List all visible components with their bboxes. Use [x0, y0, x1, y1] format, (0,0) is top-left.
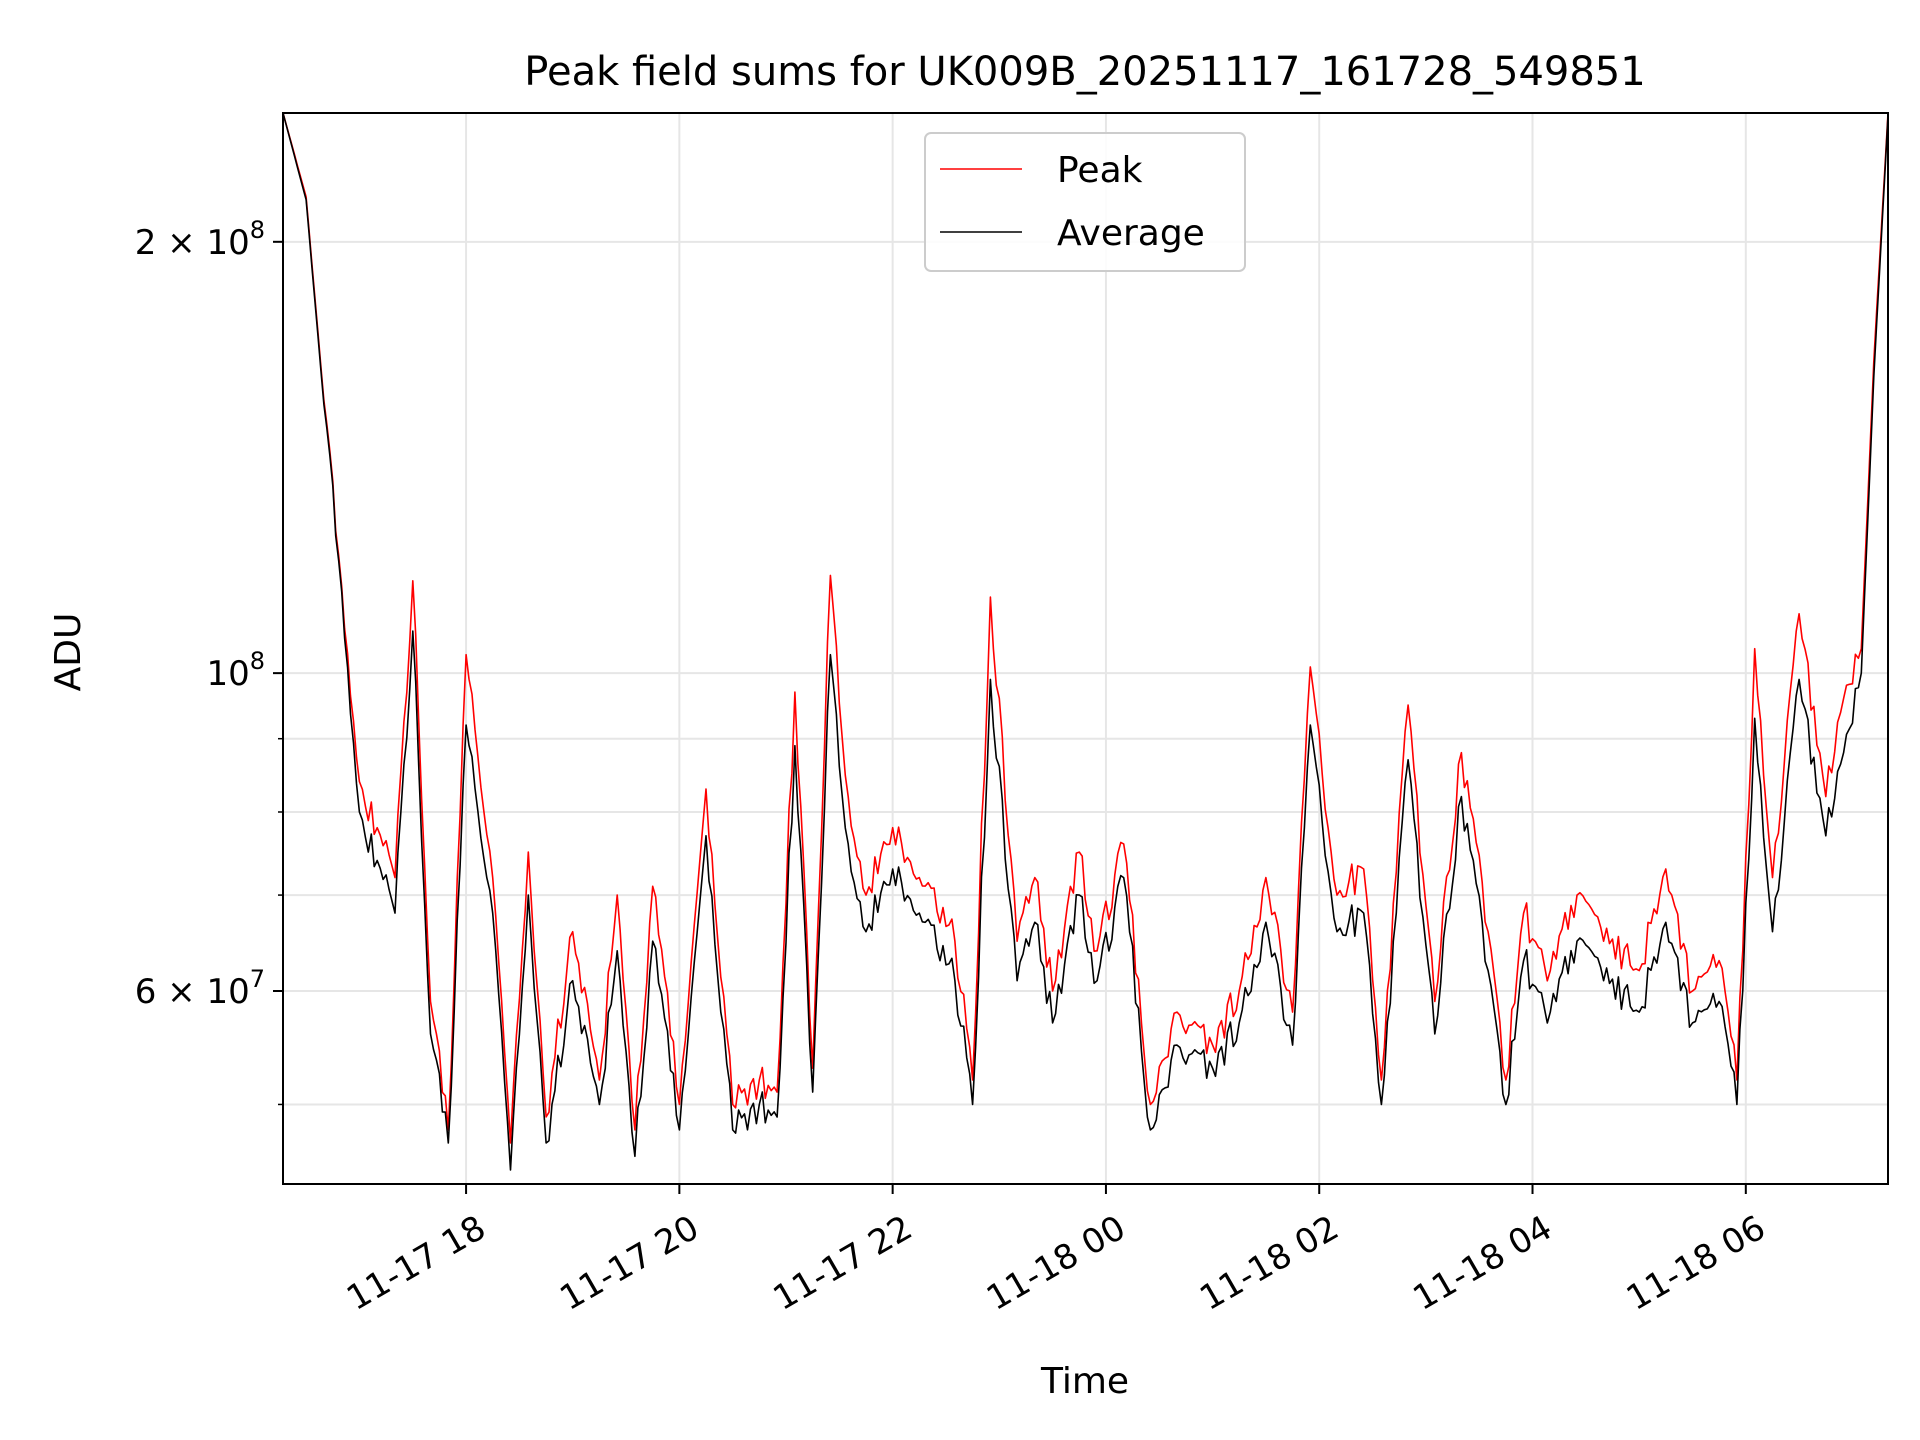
grid-lines	[283, 113, 1888, 1184]
chart-title: Peak field sums for UK009B_20251117_1617…	[524, 49, 1645, 95]
y-tick-label: 6 × 107	[135, 965, 265, 1012]
y-axis-label: ADU	[48, 613, 89, 692]
y-tick-label: 108	[206, 647, 265, 694]
legend-label-average: Average	[1057, 213, 1205, 254]
series-line-peak	[282, 112, 1889, 1144]
plot-frame	[282, 112, 1889, 1185]
legend-label-peak: Peak	[1057, 150, 1143, 191]
series-lines	[282, 112, 1889, 1171]
x-axis-label: Time	[1040, 1361, 1129, 1402]
y-tick-label: 2 × 108	[135, 216, 265, 263]
legend-box	[924, 132, 1246, 272]
series-line-average	[282, 112, 1889, 1171]
legend: Peak Average	[924, 132, 1246, 272]
